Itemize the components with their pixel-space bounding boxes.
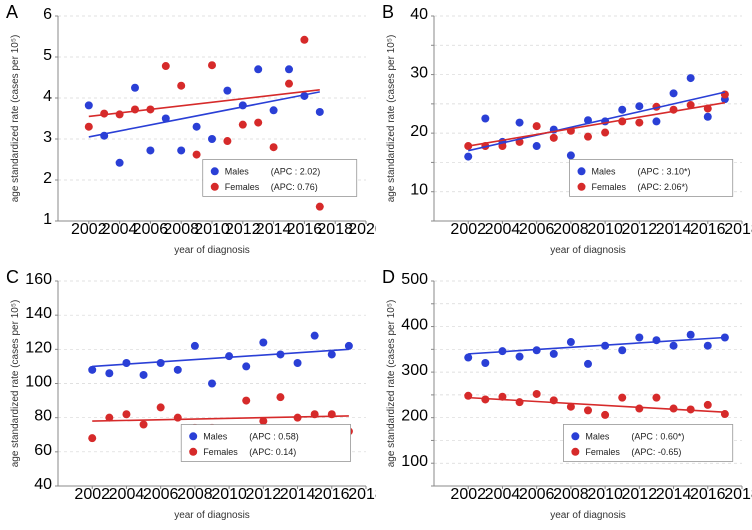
- svg-text:2018: 2018: [724, 221, 752, 238]
- svg-text:2012: 2012: [622, 486, 658, 503]
- svg-text:100: 100: [25, 374, 52, 391]
- svg-text:Females: Females: [225, 182, 260, 192]
- svg-text:400: 400: [401, 317, 428, 334]
- svg-text:3: 3: [43, 129, 52, 146]
- svg-text:Males: Males: [592, 166, 617, 176]
- panel-C: C 40608010012014016020022004200620082010…: [0, 265, 376, 530]
- svg-text:80: 80: [34, 408, 52, 425]
- svg-text:40: 40: [410, 6, 428, 23]
- chart-B: 10 20 30 40 20022004200620082010201220142016…: [376, 0, 752, 265]
- panel-D: D 10020030040050020022004200620082010201…: [376, 265, 752, 530]
- svg-text:500: 500: [401, 271, 428, 288]
- svg-text:Females: Females: [585, 447, 620, 457]
- chart-grid: A 12345620022004200620082010201220142016…: [0, 0, 752, 530]
- svg-text:2014: 2014: [656, 221, 692, 238]
- svg-text:2010: 2010: [211, 486, 247, 503]
- svg-text:Males: Males: [225, 166, 250, 176]
- svg-text:140: 140: [25, 305, 52, 322]
- svg-text:5: 5: [43, 47, 52, 64]
- svg-text:2006: 2006: [143, 486, 179, 503]
- svg-text:Males: Males: [203, 431, 228, 441]
- svg-text:2010: 2010: [587, 486, 623, 503]
- svg-text:60: 60: [34, 442, 52, 459]
- svg-text:2008: 2008: [553, 486, 589, 503]
- svg-text:1: 1: [43, 211, 52, 228]
- svg-text:2: 2: [43, 170, 52, 187]
- svg-text:(APC : 3.10*): (APC : 3.10*): [638, 166, 691, 176]
- svg-text:2002: 2002: [74, 486, 110, 503]
- svg-text:2020: 2020: [348, 221, 376, 238]
- svg-text:120: 120: [25, 339, 52, 356]
- panel-B: B 10203040200220042006200820102012201420…: [376, 0, 752, 265]
- svg-text:2016: 2016: [690, 221, 726, 238]
- svg-text:2010: 2010: [587, 221, 623, 238]
- svg-text:(APC: 2.06*): (APC: 2.06*): [638, 182, 689, 192]
- panel-letter-C: C: [6, 267, 19, 288]
- svg-text:160: 160: [25, 271, 52, 288]
- svg-text:(APC: 0.76): (APC: 0.76): [271, 182, 318, 192]
- svg-text:30: 30: [410, 65, 428, 82]
- svg-text:(APC : 0.58): (APC : 0.58): [249, 431, 299, 441]
- panel-letter-B: B: [382, 2, 394, 23]
- svg-text:year of diagnosis: year of diagnosis: [550, 510, 626, 521]
- svg-text:2016: 2016: [690, 486, 726, 503]
- svg-text:2018: 2018: [724, 486, 752, 503]
- svg-text:4: 4: [43, 88, 52, 105]
- chart-A: 1234562002200420062008201020122014201620…: [0, 0, 376, 265]
- svg-text:2014: 2014: [280, 486, 316, 503]
- chart-D: 1002003004005002002200420062008201020122…: [376, 265, 752, 530]
- svg-text:200: 200: [401, 408, 428, 425]
- svg-text:(APC : 2.02): (APC : 2.02): [271, 166, 321, 176]
- svg-text:Females: Females: [203, 447, 238, 457]
- svg-text:2008: 2008: [177, 486, 213, 503]
- svg-text:2008: 2008: [553, 221, 589, 238]
- svg-text:100: 100: [401, 453, 428, 470]
- svg-text:(APC: -0.65): (APC: -0.65): [631, 447, 681, 457]
- svg-text:2006: 2006: [519, 221, 555, 238]
- svg-text:2016: 2016: [314, 486, 350, 503]
- svg-text:2004: 2004: [485, 221, 521, 238]
- svg-text:2018: 2018: [348, 486, 376, 503]
- chart-C: 4060801001201401602002200420062008201020…: [0, 265, 376, 530]
- svg-text:age standardized rate (cases: age standardized rate (cases per 10⁵): [386, 35, 397, 203]
- svg-text:(APC : 0.60*): (APC : 0.60*): [631, 431, 684, 441]
- svg-text:2014: 2014: [656, 486, 692, 503]
- svg-text:year of diagnosis: year of diagnosis: [174, 510, 250, 521]
- svg-text:(APC: 0.14): (APC: 0.14): [249, 447, 296, 457]
- svg-text:2004: 2004: [485, 486, 521, 503]
- svg-text:2012: 2012: [246, 486, 282, 503]
- svg-text:2002: 2002: [450, 221, 486, 238]
- panel-letter-A: A: [6, 2, 18, 23]
- svg-text:10: 10: [410, 182, 428, 199]
- svg-text:Males: Males: [585, 431, 610, 441]
- svg-text:age standardized rate (cases: age standardized rate (cases per 10⁵): [10, 35, 21, 203]
- svg-text:year of diagnosis: year of diagnosis: [174, 245, 250, 256]
- svg-text:Females: Females: [592, 182, 627, 192]
- svg-text:2012: 2012: [622, 221, 658, 238]
- svg-text:6: 6: [43, 6, 52, 23]
- panel-A: A 12345620022004200620082010201220142016…: [0, 0, 376, 265]
- svg-text:40: 40: [34, 476, 52, 493]
- svg-text:20: 20: [410, 123, 428, 140]
- svg-text:300: 300: [401, 362, 428, 379]
- panel-letter-D: D: [382, 267, 395, 288]
- svg-text:age standardized rate (cases: age standardized rate (cases per 10⁵): [386, 300, 397, 468]
- svg-text:2006: 2006: [519, 486, 555, 503]
- svg-text:2002: 2002: [450, 486, 486, 503]
- svg-text:year of diagnosis: year of diagnosis: [550, 245, 626, 256]
- svg-text:2004: 2004: [109, 486, 145, 503]
- svg-text:age standardized rate (cases: age standardized rate (cases per 10⁵): [10, 300, 21, 468]
